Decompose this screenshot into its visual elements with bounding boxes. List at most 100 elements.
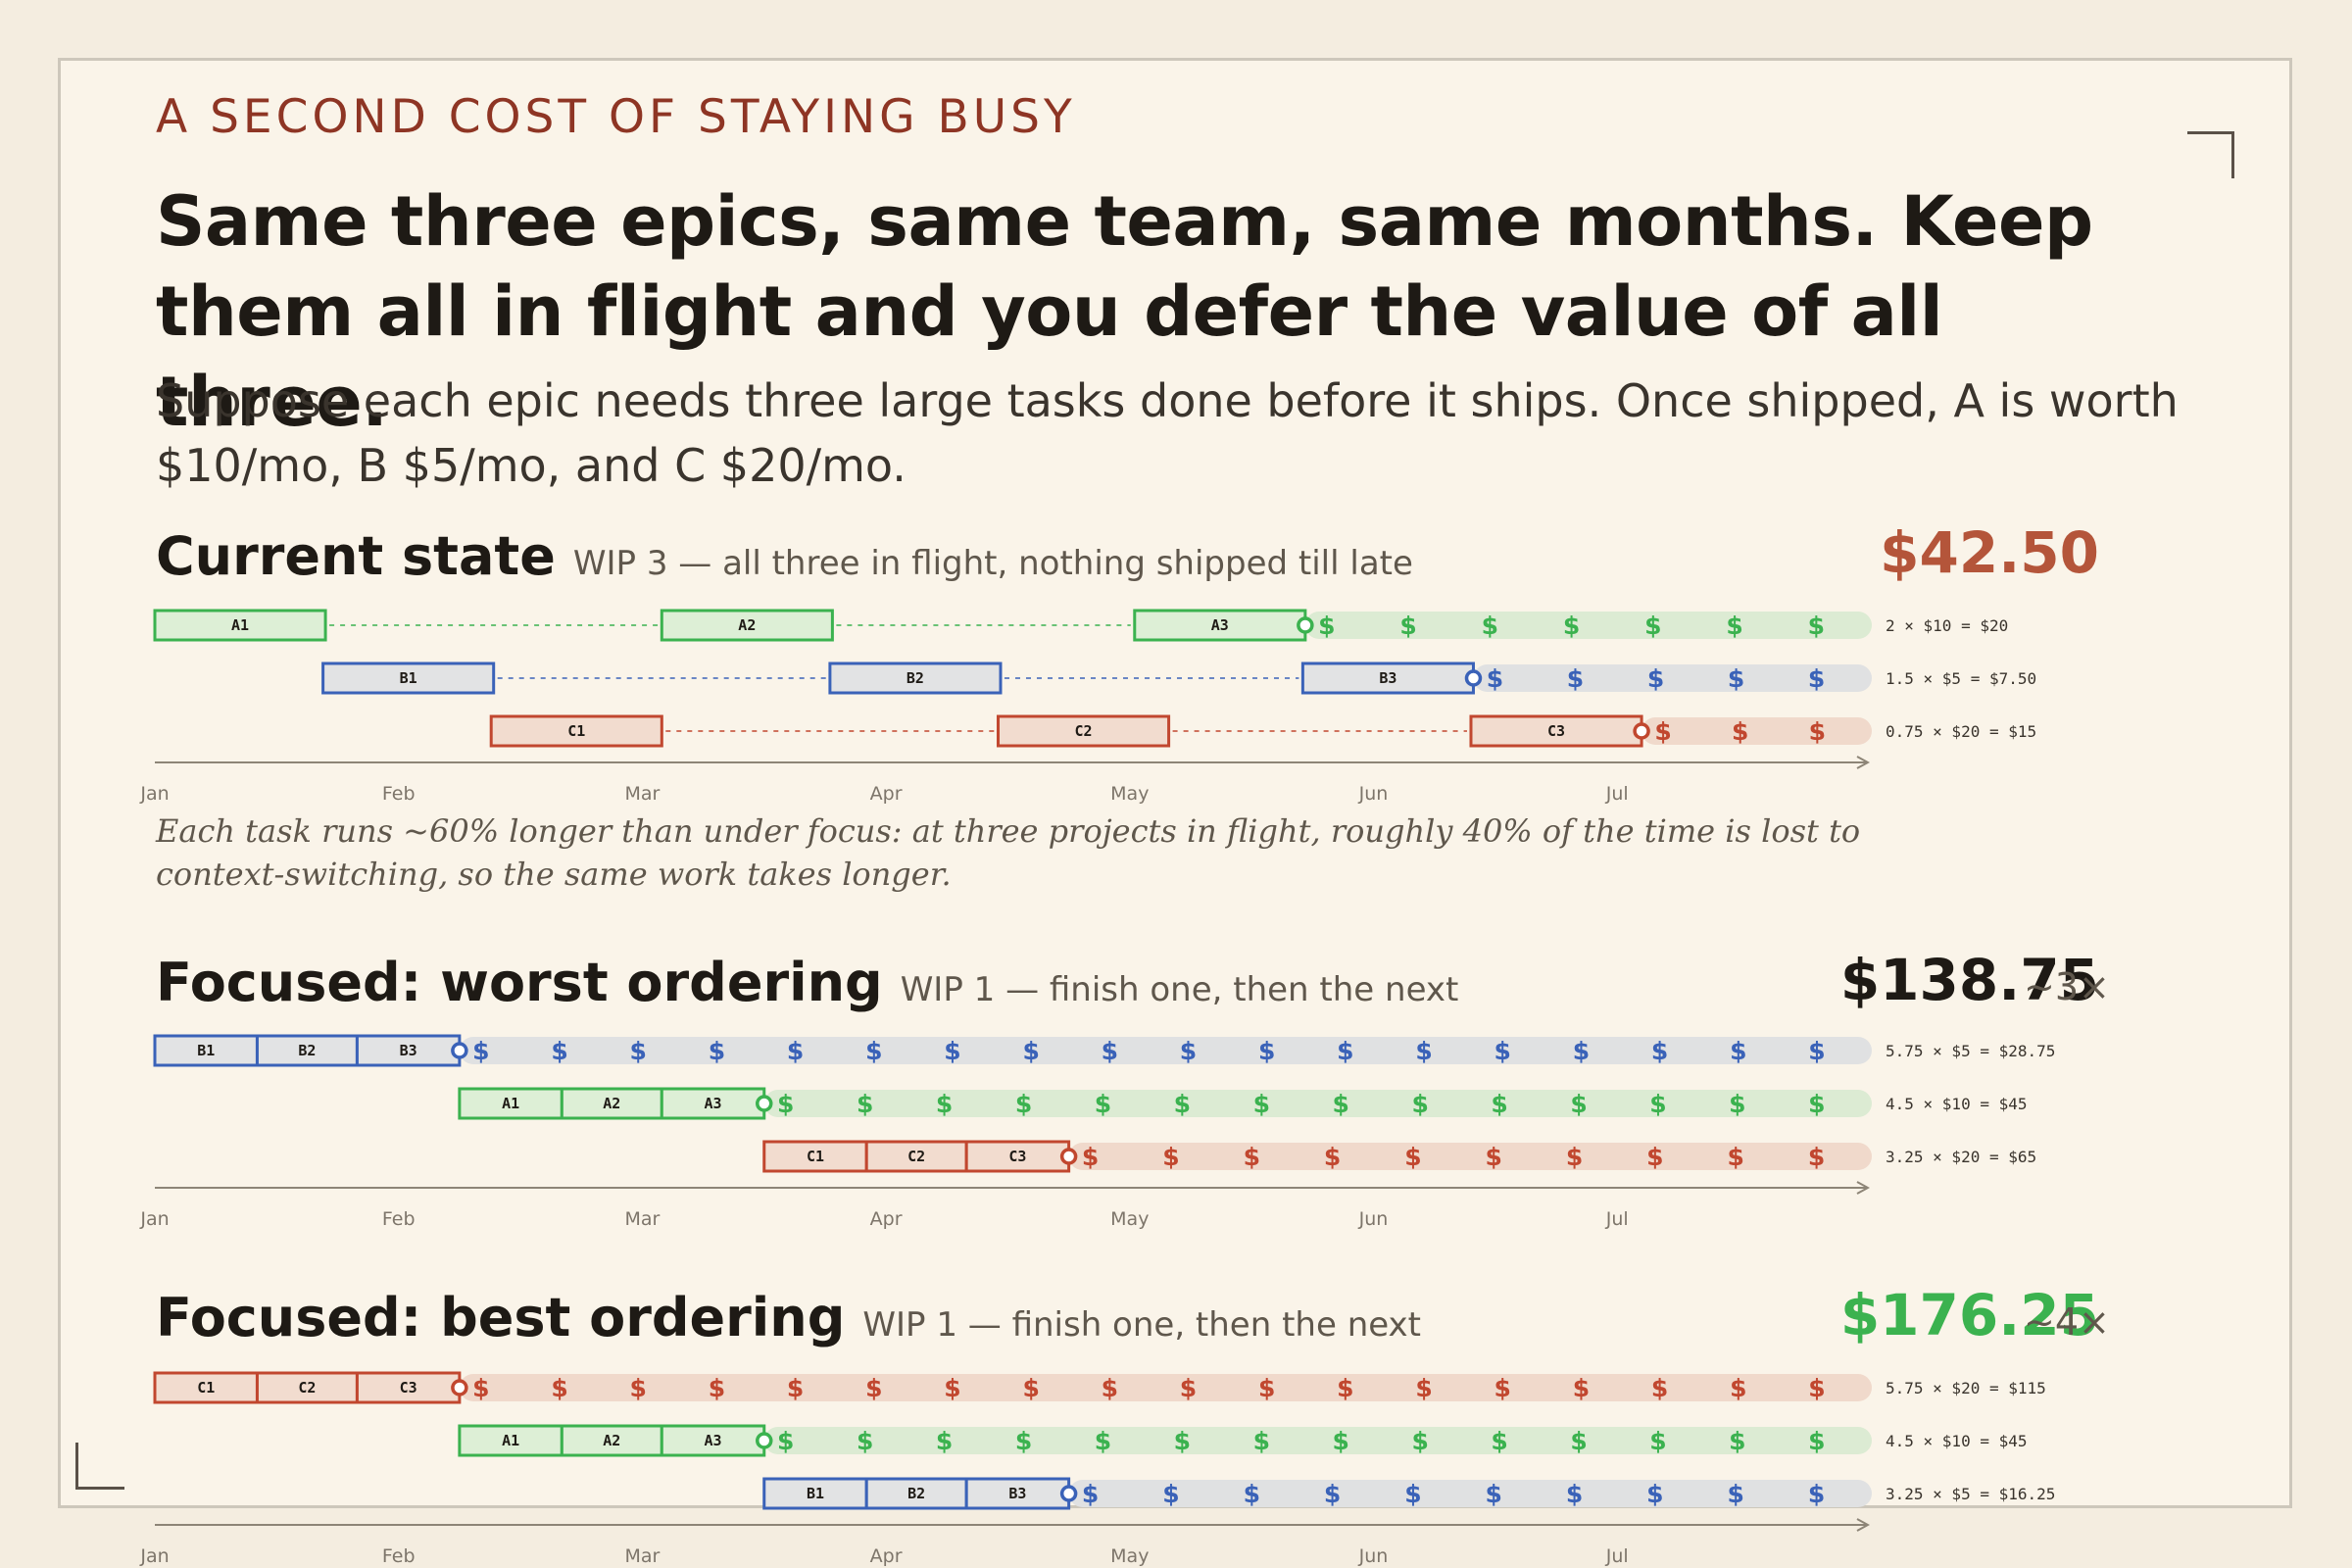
month-label: Jan <box>139 1208 169 1230</box>
value-dollar: $ <box>1646 1143 1663 1171</box>
value-dollar: $ <box>1808 1374 1825 1402</box>
section-title-worst: Focused: worst ordering WIP 1 — finish on… <box>156 952 1458 1013</box>
timeline-best: C1 C2 C3 $ $ $ $ $ $ $ $ $ $ $ $ $ $ $ $ $ $5.75 × $20 = $11… <box>139 1371 2055 1567</box>
value-dollar: $ <box>1808 1037 1825 1065</box>
month-label: Feb <box>382 783 416 805</box>
value-dollar: $ <box>1482 612 1498 640</box>
value-dollar: $ <box>777 1427 794 1455</box>
value-dollar: $ <box>1570 1427 1587 1455</box>
value-dollar: $ <box>1728 1143 1744 1171</box>
value-track <box>1642 717 1872 745</box>
value-dollar: $ <box>1244 1480 1260 1508</box>
month-label: Apr <box>870 783 903 805</box>
task-bar <box>355 1034 462 1067</box>
value-dollar: $ <box>1411 1427 1428 1455</box>
timeline-worst: B1 B2 B3 $ $ $ $ $ $ $ $ $ $ $ $ $ $ $ $ $ $5.75 × $5 = $28.… <box>139 1034 2055 1230</box>
task-bar <box>153 609 327 642</box>
multiplier-worst: ~3× <box>2024 965 2110 1008</box>
total-current: $42.50 <box>1880 519 2099 586</box>
month-label: Apr <box>870 1208 903 1230</box>
value-dollar: $ <box>1654 717 1671 746</box>
month-label: Jan <box>139 783 169 805</box>
task-label: B1 <box>197 1042 215 1059</box>
task-bar <box>828 662 1003 695</box>
task-bar <box>458 1424 564 1457</box>
month-label: Jun <box>1358 783 1389 805</box>
value-dollar: $ <box>630 1374 647 1402</box>
value-equation: 4.5 × $10 = $45 <box>1886 1432 2028 1450</box>
section-title-best: Focused: best ordering WIP 1 — finish one… <box>156 1287 1421 1348</box>
value-dollar: $ <box>1730 1374 1746 1402</box>
ship-marker <box>451 1042 468 1059</box>
value-dollar: $ <box>1253 1090 1270 1118</box>
month-label: May <box>1110 783 1149 805</box>
value-dollar: $ <box>1491 1090 1507 1118</box>
task-label: C2 <box>907 1148 925 1165</box>
month-label: Mar <box>624 783 660 805</box>
value-track <box>1473 664 1872 692</box>
task-label: B3 <box>400 1042 417 1059</box>
value-dollar: $ <box>1324 1480 1341 1508</box>
value-dollar: $ <box>1809 717 1826 746</box>
value-track <box>459 1374 1872 1401</box>
value-equation: 3.25 × $5 = $16.25 <box>1886 1485 2055 1503</box>
month-label: May <box>1110 1208 1149 1230</box>
month-label: May <box>1110 1545 1149 1567</box>
ship-marker <box>1297 616 1314 634</box>
section-subtitle: WIP 1 — finish one, then the next <box>862 1305 1422 1345</box>
task-label: A3 <box>704 1432 721 1449</box>
value-dollar: $ <box>1258 1037 1275 1065</box>
month-label: Jun <box>1358 1208 1389 1230</box>
value-dollar: $ <box>1244 1143 1260 1171</box>
task-bar <box>458 1087 564 1120</box>
task-bar <box>355 1371 462 1404</box>
multiplier-best: ~4× <box>2024 1300 2110 1344</box>
value-dollar: $ <box>472 1374 489 1402</box>
value-dollar: $ <box>1095 1090 1111 1118</box>
value-dollar: $ <box>1726 612 1742 640</box>
task-bar <box>864 1140 968 1173</box>
value-dollar: $ <box>1318 612 1335 640</box>
section-heading: Current state <box>156 525 556 587</box>
value-dollar: $ <box>1566 1143 1583 1171</box>
task-label: C1 <box>197 1379 215 1396</box>
value-dollar: $ <box>1333 1090 1349 1118</box>
task-label: B2 <box>298 1042 316 1059</box>
value-dollar: $ <box>1102 1037 1118 1065</box>
value-dollar: $ <box>1729 1090 1745 1118</box>
total-best: $176.25 <box>1839 1282 2099 1348</box>
task-bar <box>1469 714 1643 748</box>
task-label: C2 <box>298 1379 316 1396</box>
value-dollar: $ <box>1180 1374 1197 1402</box>
task-label: C1 <box>567 722 585 740</box>
value-dollar: $ <box>777 1090 794 1118</box>
section-heading: Focused: worst ordering <box>156 952 883 1013</box>
task-label: C2 <box>1075 722 1093 740</box>
value-dollar: $ <box>1570 1090 1587 1118</box>
value-dollar: $ <box>1646 1480 1663 1508</box>
value-equation: 4.5 × $10 = $45 <box>1886 1095 2028 1113</box>
task-label: C3 <box>1008 1148 1026 1165</box>
ship-marker <box>756 1432 773 1449</box>
task-bar <box>489 714 663 748</box>
task-label: A1 <box>502 1095 519 1112</box>
ship-marker <box>1464 669 1483 687</box>
value-track <box>1304 612 1872 639</box>
value-dollar: $ <box>787 1037 804 1065</box>
task-bar <box>321 662 496 695</box>
month-label: Jul <box>1605 783 1629 805</box>
value-dollar: $ <box>1258 1374 1275 1402</box>
month-label: Jan <box>139 1545 169 1567</box>
value-dollar: $ <box>1808 1480 1825 1508</box>
task-label: B2 <box>906 669 924 687</box>
value-dollar: $ <box>1082 1480 1099 1508</box>
value-dollar: $ <box>944 1374 960 1402</box>
value-dollar: $ <box>1333 1427 1349 1455</box>
section-subtitle: WIP 1 — finish one, then the next <box>900 970 1459 1009</box>
task-bar <box>997 714 1171 748</box>
timeline-current: A1 A2 A3 $ $ $ $ $ $ $2 × $10 = $20 B1 B2 B3 $ $ $ $ $1.5… <box>139 609 2036 805</box>
card <box>58 58 2292 1508</box>
value-dollar: $ <box>1573 1037 1590 1065</box>
value-dollar: $ <box>787 1374 804 1402</box>
value-dollar: $ <box>1491 1427 1507 1455</box>
